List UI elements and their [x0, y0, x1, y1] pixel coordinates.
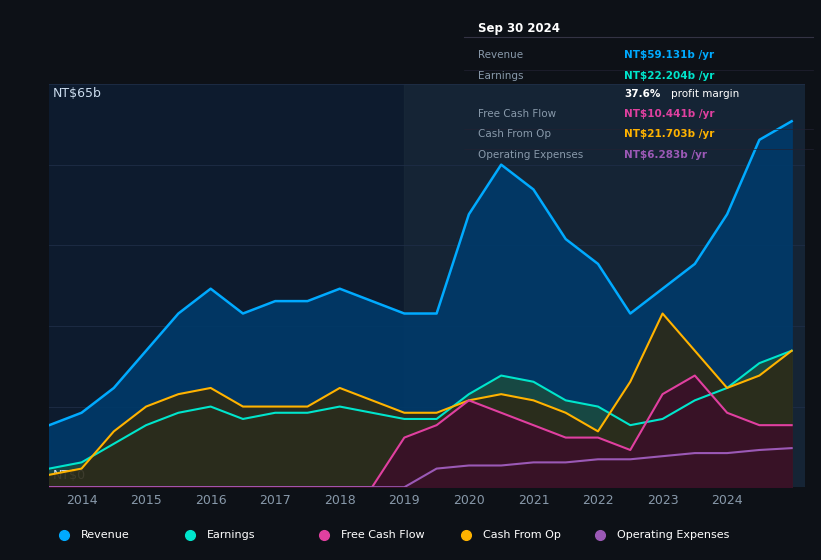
- Text: profit margin: profit margin: [672, 89, 740, 99]
- Text: Earnings: Earnings: [478, 71, 523, 81]
- Text: Cash From Op: Cash From Op: [478, 129, 551, 139]
- Text: NT$65b: NT$65b: [53, 87, 101, 100]
- Text: Revenue: Revenue: [478, 50, 523, 60]
- Text: Operating Expenses: Operating Expenses: [617, 530, 729, 540]
- Text: NT$0: NT$0: [53, 469, 85, 482]
- Text: 37.6%: 37.6%: [624, 89, 661, 99]
- Text: Operating Expenses: Operating Expenses: [478, 150, 583, 160]
- Text: Revenue: Revenue: [81, 530, 130, 540]
- Text: Cash From Op: Cash From Op: [483, 530, 561, 540]
- Text: NT$10.441b /yr: NT$10.441b /yr: [624, 109, 715, 119]
- Text: Sep 30 2024: Sep 30 2024: [478, 22, 560, 35]
- Text: NT$59.131b /yr: NT$59.131b /yr: [624, 50, 714, 60]
- Text: Free Cash Flow: Free Cash Flow: [478, 109, 556, 119]
- Text: Earnings: Earnings: [207, 530, 255, 540]
- Bar: [404, 84, 805, 487]
- Text: NT$22.204b /yr: NT$22.204b /yr: [624, 71, 715, 81]
- Text: NT$6.283b /yr: NT$6.283b /yr: [624, 150, 708, 160]
- Text: NT$21.703b /yr: NT$21.703b /yr: [624, 129, 715, 139]
- Text: Free Cash Flow: Free Cash Flow: [342, 530, 424, 540]
